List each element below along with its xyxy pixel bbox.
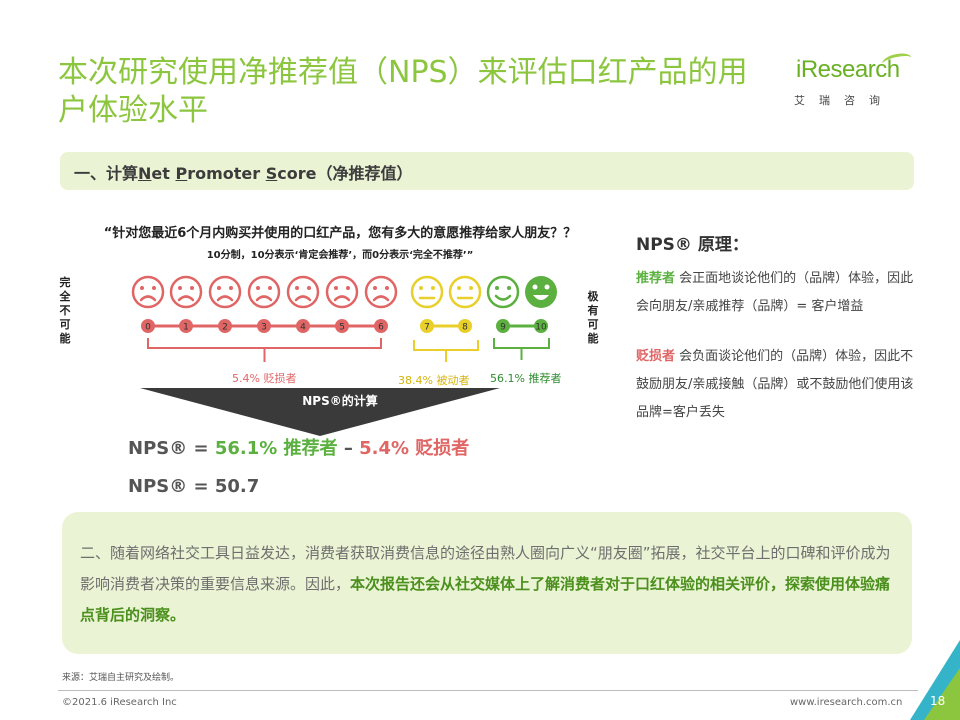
score-dot: 9: [496, 319, 510, 333]
score-label: 3: [261, 323, 267, 333]
survey-question: “针对您最近6个月内购买并使用的口红产品，您有多大的意愿推荐给家人朋友？？: [103, 226, 577, 241]
principle-heading: NPS® 原理：: [636, 235, 749, 255]
calc-arrow: [140, 388, 500, 436]
score-dot: 5: [335, 319, 349, 333]
face-row: [131, 275, 557, 309]
score-dot: 1: [179, 319, 193, 333]
face-sad-icon: [169, 275, 203, 309]
score-dot: 2: [218, 319, 232, 333]
score-dot: 3: [257, 319, 271, 333]
score-dot: 7: [420, 319, 434, 333]
score-dot: 4: [296, 319, 310, 333]
right-vertical-label: 极有可能: [587, 290, 599, 345]
score-dot: 0: [141, 319, 155, 333]
face-sad-icon: [325, 275, 359, 309]
face-sad-icon: [247, 275, 281, 309]
promoter-definition: 推荐者 会正面地谈论他们的（品牌）体验，因此会向朋友/亲戚推荐（品牌）= 客户增…: [636, 271, 914, 314]
face-grin-icon: [525, 276, 557, 308]
section1-title: 一、计算Net Promoter Score（净推荐值）: [74, 164, 413, 183]
detractor-definition: 贬损者 会负面谈论他们的（品牌）体验，因此不鼓励朋友/亲戚接触（品牌）或不鼓励他…: [636, 349, 914, 420]
score-label: 2: [222, 323, 228, 333]
calc-label: NPS®的计算: [302, 394, 378, 408]
nps-result: NPS® = 50.7: [128, 476, 260, 497]
page-title: 本次研究使用净推荐值（NPS）来评估口红产品的用户体验水平: [58, 55, 748, 128]
score-label: 8: [462, 323, 468, 333]
footer-divider: [58, 690, 918, 691]
group-bracket: [147, 338, 382, 362]
formula-promoters: 56.1% 推荐者: [214, 438, 338, 459]
website-link[interactable]: www.iresearch.com.cn: [790, 697, 903, 708]
score-label: 0: [145, 323, 151, 333]
face-sad-icon: [364, 275, 398, 309]
passives-label: 38.4% 被动者: [398, 374, 470, 387]
group-bracket: [493, 338, 550, 360]
section2-panel: 二、随着网络社交工具日益发达，消费者获取消费信息的途径由熟人圈向广义“朋友圈”拓…: [62, 512, 912, 654]
score-dots: 0 1 2 3 4 5 6 7 8 9 10: [141, 319, 548, 333]
copyright: ©2021.6 iResearch Inc: [62, 697, 177, 708]
face-smile-icon: [486, 275, 520, 309]
nps-formula: NPS® = 56.1% 推荐者 – 5.4% 贬损者: [128, 438, 470, 459]
score-dot: 6: [374, 319, 388, 333]
scale-note: 10分制，10分表示‘肯定会推荐’，而0分表示‘完全不推荐’”: [206, 250, 474, 261]
group-bracket: [413, 340, 479, 362]
score-label: 9: [500, 323, 506, 333]
promoters-label: 56.1% 推荐者: [490, 372, 562, 385]
face-neutral-icon: [448, 275, 482, 309]
score-dot: 10: [534, 319, 548, 333]
face-sad-icon: [131, 275, 165, 309]
score-dot: 8: [458, 319, 472, 333]
detractors-label: 5.4% 贬损者: [232, 372, 297, 385]
section2-text: 二、随着网络社交工具日益发达，消费者获取消费信息的途径由熟人圈向广义“朋友圈”拓…: [80, 544, 891, 624]
score-label: 6: [378, 323, 384, 333]
nps-principle-panel: NPS® 原理： 推荐者 会正面地谈论他们的（品牌）体验，因此会向朋友/亲戚推荐…: [636, 230, 926, 427]
score-label: 7: [424, 323, 430, 333]
section1-header: 一、计算Net Promoter Score（净推荐值）: [60, 152, 914, 190]
score-label: 4: [300, 323, 306, 333]
group-brackets: [147, 338, 550, 362]
face-sad-icon: [286, 275, 320, 309]
source-note: 来源：艾瑞自主研究及绘制。: [62, 673, 180, 683]
left-vertical-label: 完全不可能: [59, 276, 71, 345]
score-label: 1: [183, 323, 189, 333]
formula-detractors: 5.4% 贬损者: [359, 438, 470, 459]
face-sad-icon: [208, 275, 242, 309]
logo-wordmark: iResearch: [796, 56, 900, 83]
score-label: 10: [535, 323, 547, 333]
iresearch-logo: iResearch 艾瑞咨询: [790, 51, 920, 112]
page-number: 18: [930, 694, 946, 708]
face-neutral-icon: [410, 275, 444, 309]
logo-chinese: 艾瑞咨询: [794, 94, 894, 107]
score-label: 5: [339, 323, 345, 333]
